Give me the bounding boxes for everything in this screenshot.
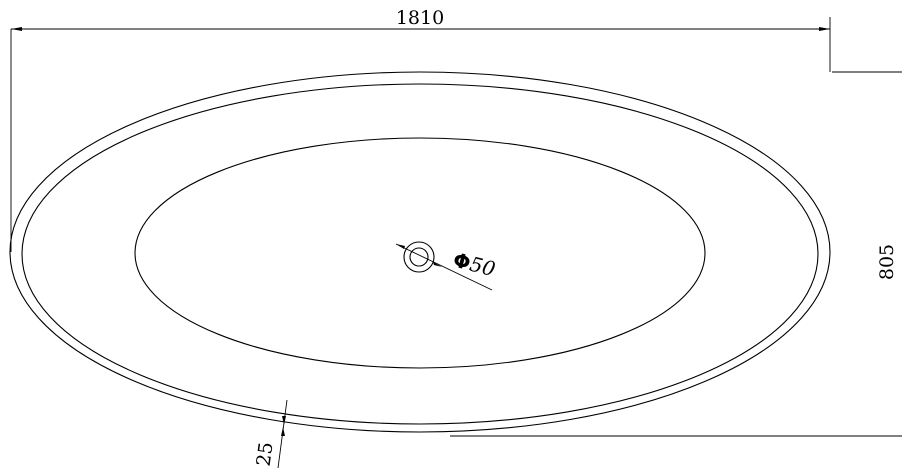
width-dimension-label: 805 [876,244,898,280]
drain-arrow-right [433,262,442,267]
rim-dimension-label: 25 [252,441,277,468]
drain-outer-circle [403,241,435,273]
drain: Φ50 [395,241,498,291]
drain-inner-circle [409,247,429,267]
drain-diameter-value: 50 [467,252,498,282]
rim-arrow-top [282,416,286,425]
diameter-symbol: Φ [451,248,473,275]
width-dimension: 805 [450,71,902,437]
basin-outline [9,71,831,433]
drain-leader-line [395,243,493,291]
drain-arrow-left [396,244,405,249]
rim-arrow-bottom [281,427,285,436]
drain-dimension-label: Φ50 [451,248,498,282]
bowl-ellipse [134,137,706,369]
inner-rim-ellipse [21,83,819,425]
length-dimension-label: 1810 [396,7,444,29]
length-dimension: 1810 [10,7,831,252]
outer-rim-ellipse [9,71,831,433]
length-arrow-left [11,27,22,31]
rim-dimension: 25 [252,399,288,469]
length-arrow-right [819,27,830,31]
